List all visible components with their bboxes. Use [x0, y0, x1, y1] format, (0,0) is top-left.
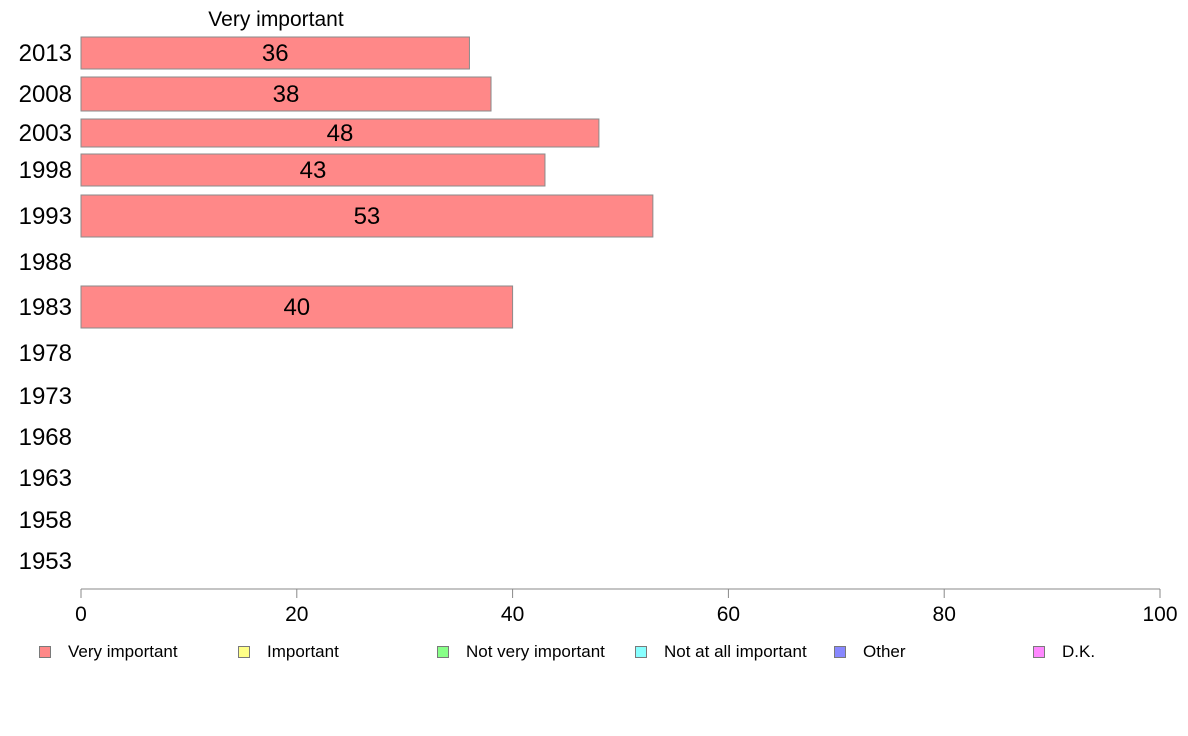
y-tick-label-1958: 1958	[19, 507, 72, 534]
legend-label: Important	[267, 642, 339, 661]
legend-label: Not very important	[466, 642, 605, 661]
y-tick-label-2003: 2003	[19, 120, 72, 147]
x-tick-label-100: 100	[1142, 603, 1177, 626]
data-label-2013: 36	[262, 40, 289, 67]
y-tick-label-1953: 1953	[19, 548, 72, 575]
x-tick-label-80: 80	[933, 603, 956, 626]
data-label-2003: 48	[327, 120, 354, 147]
legend-swatch	[834, 646, 846, 658]
x-tick-label-60: 60	[717, 603, 740, 626]
data-label-1998: 43	[300, 157, 327, 184]
legend-label: Not at all important	[664, 642, 807, 661]
data-label-1993: 53	[354, 203, 381, 230]
y-tick-label-1983: 1983	[19, 294, 72, 321]
chart-title: Very important	[208, 8, 344, 31]
bar-2013	[80, 36, 470, 70]
legend-item-other: Other	[834, 642, 906, 662]
y-tick-label-2013: 2013	[19, 40, 72, 67]
y-tick-label-1993: 1993	[19, 203, 72, 230]
legend-item-not-at-all-important: Not at all important	[635, 642, 807, 662]
legend-swatch	[238, 646, 250, 658]
legend: Very important Important Not very import…	[0, 642, 1188, 664]
x-tick-label-40: 40	[501, 603, 524, 626]
bar-2003	[80, 118, 600, 148]
data-label-1983: 40	[283, 294, 310, 321]
y-tick-label-1998: 1998	[19, 157, 72, 184]
legend-item-very-important: Very important	[39, 642, 178, 662]
legend-item-important: Important	[238, 642, 339, 662]
y-tick-label-1973: 1973	[19, 383, 72, 410]
y-tick-label-1978: 1978	[19, 340, 72, 367]
legend-label: D.K.	[1062, 642, 1096, 661]
bar-1998	[80, 153, 546, 187]
x-tick-label-20: 20	[285, 603, 308, 626]
bar-1983	[80, 285, 514, 329]
data-label-2008: 38	[273, 81, 300, 108]
y-tick-label-1963: 1963	[19, 465, 72, 492]
legend-swatch	[635, 646, 647, 658]
legend-label: Other	[863, 642, 906, 661]
legend-item-not-very-important: Not very important	[437, 642, 605, 662]
x-axis: 0 20 40 60 80 100	[75, 588, 1178, 626]
y-tick-label-1988: 1988	[19, 249, 72, 276]
bar-2008	[80, 76, 492, 112]
bar-1993	[80, 194, 654, 238]
legend-swatch	[39, 646, 51, 658]
legend-swatch	[1033, 646, 1045, 658]
legend-swatch	[437, 646, 449, 658]
y-tick-label-2008: 2008	[19, 81, 72, 108]
x-tick-label-0: 0	[75, 603, 87, 626]
y-axis-labels: 2013 2008 2003 1998 1993 1988 1983 1978 1973 1968…	[19, 40, 72, 575]
y-tick-label-1968: 1968	[19, 424, 72, 451]
legend-label: Very important	[68, 642, 178, 661]
legend-item-dk: D.K.	[1033, 642, 1095, 662]
